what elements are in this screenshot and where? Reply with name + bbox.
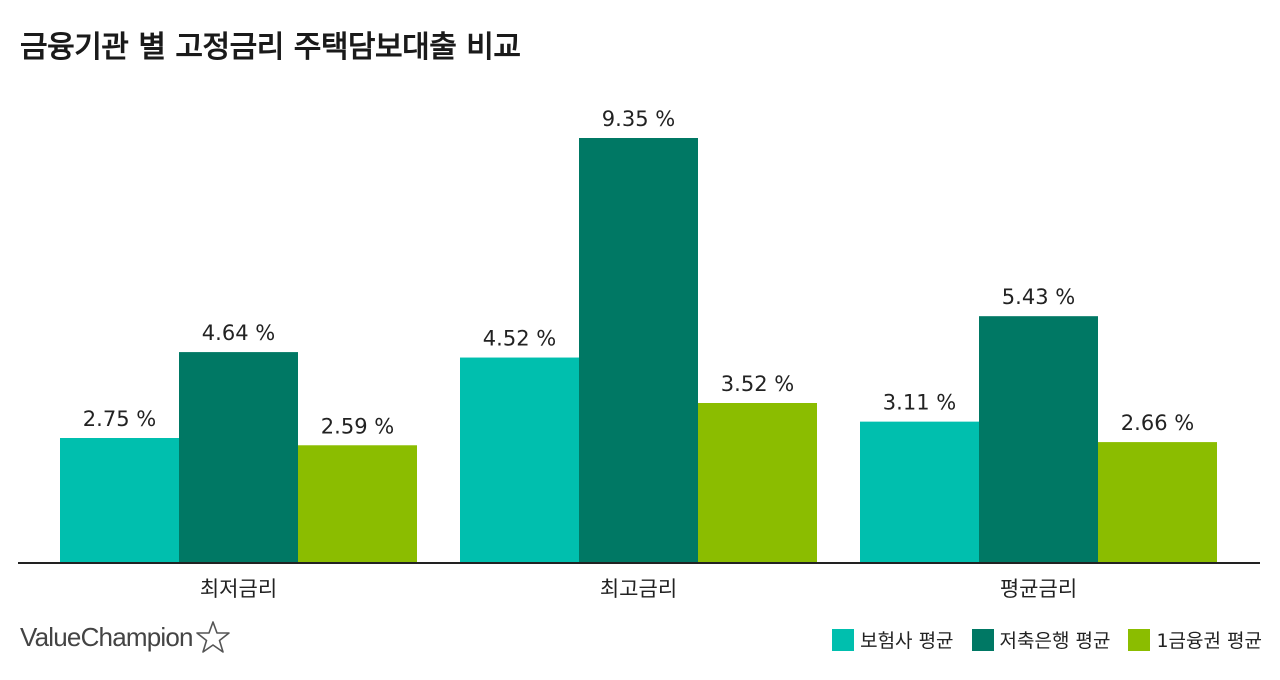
category-labels-group: 최저금리 최고금리 평균금리	[200, 577, 1077, 601]
bars-group	[60, 138, 1217, 563]
bar-1-1	[60, 438, 179, 563]
category-label-3: 평균금리	[1000, 577, 1077, 601]
legend: 보험사 평균 저축은행 평균 1금융권 평균	[814, 626, 1262, 653]
bar-3-3	[1098, 442, 1217, 563]
value-label-1-1: 2.75 %	[83, 407, 156, 431]
bar-2-1	[179, 352, 298, 563]
category-label-2: 최고금리	[600, 577, 677, 601]
brand-name: ValueChampion	[20, 621, 193, 652]
value-label-2-2: 9.35 %	[602, 107, 675, 131]
legend-swatch-1	[832, 628, 855, 651]
legend-item-1: 보험사 평균	[832, 626, 954, 653]
value-label-1-2: 4.52 %	[483, 327, 556, 351]
value-label-2-3: 5.43 %	[1002, 285, 1075, 309]
bar-1-3	[860, 421, 979, 563]
value-label-1-3: 3.11 %	[883, 391, 956, 415]
value-labels-group: 2.75 % 4.64 % 2.59 % 4.52 % 9.35 % 3.52 % 3.11…	[83, 107, 1194, 438]
bar-2-2	[579, 138, 698, 563]
legend-item-2: 저축은행 평균	[971, 626, 1111, 653]
legend-label-2: 저축은행 평균	[999, 630, 1111, 652]
legend-label-1: 보험사 평균	[860, 630, 954, 652]
chart-title: 금융기관 별 고정금리 주택담보대출 비교	[20, 30, 521, 65]
bar-3-1	[298, 445, 417, 563]
value-label-3-3: 2.66 %	[1121, 411, 1194, 435]
star-outline-icon	[195, 621, 230, 653]
legend-swatch-2	[971, 628, 994, 651]
value-label-3-2: 3.52 %	[721, 372, 794, 396]
value-label-3-1: 2.59 %	[321, 414, 394, 438]
legend-swatch-3	[1128, 628, 1151, 651]
legend-item-3: 1금융권 평균	[1128, 626, 1262, 653]
value-label-2-1: 4.64 %	[202, 321, 275, 345]
legend-label-3: 1금융권 평균	[1156, 630, 1262, 652]
bar-3-2	[698, 403, 817, 563]
category-label-1: 최저금리	[200, 577, 277, 601]
brand-logo: ValueChampion	[20, 620, 231, 654]
bar-2-3	[979, 316, 1098, 563]
bar-chart: 2.75 % 4.64 % 2.59 % 4.52 % 9.35 % 3.52 % 3.11…	[18, 107, 1260, 601]
bar-1-2	[460, 357, 579, 563]
